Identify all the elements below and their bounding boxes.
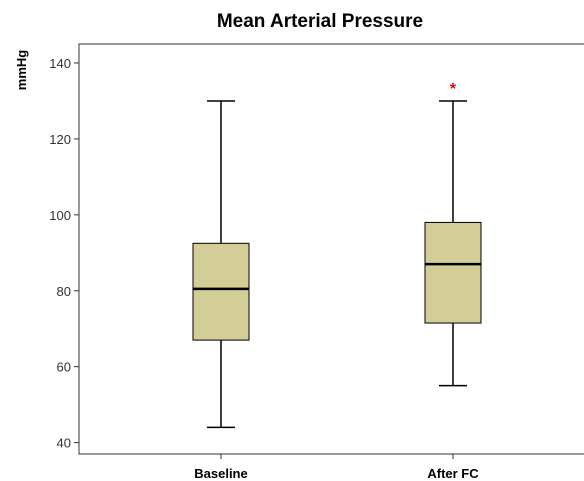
iqr-box: [192, 242, 250, 341]
y-axis: 40 60 80 100 120 140: [49, 56, 79, 451]
outlier-marker: *: [450, 81, 457, 98]
x-tick-label-baseline: Baseline: [194, 466, 247, 481]
y-tick-label-40: 40: [57, 436, 71, 451]
y-tick-label-140: 140: [49, 56, 71, 71]
boxes-group: *: [192, 81, 482, 429]
box-after-fc: *: [424, 81, 482, 387]
x-axis-labels: Baseline After FC: [194, 454, 479, 481]
y-tick-label-80: 80: [57, 284, 71, 299]
x-tick-label-after-fc: After FC: [427, 466, 479, 481]
plot-frame: [78, 43, 584, 455]
box-baseline: [192, 100, 250, 429]
y-axis-label: mmHg: [14, 50, 29, 91]
y-tick-label-120: 120: [49, 132, 71, 147]
y-tick-label-60: 60: [57, 360, 71, 375]
chart-title: Mean Arterial Pressure: [217, 11, 423, 32]
iqr-box: [424, 221, 482, 324]
y-tick-label-100: 100: [49, 208, 71, 223]
